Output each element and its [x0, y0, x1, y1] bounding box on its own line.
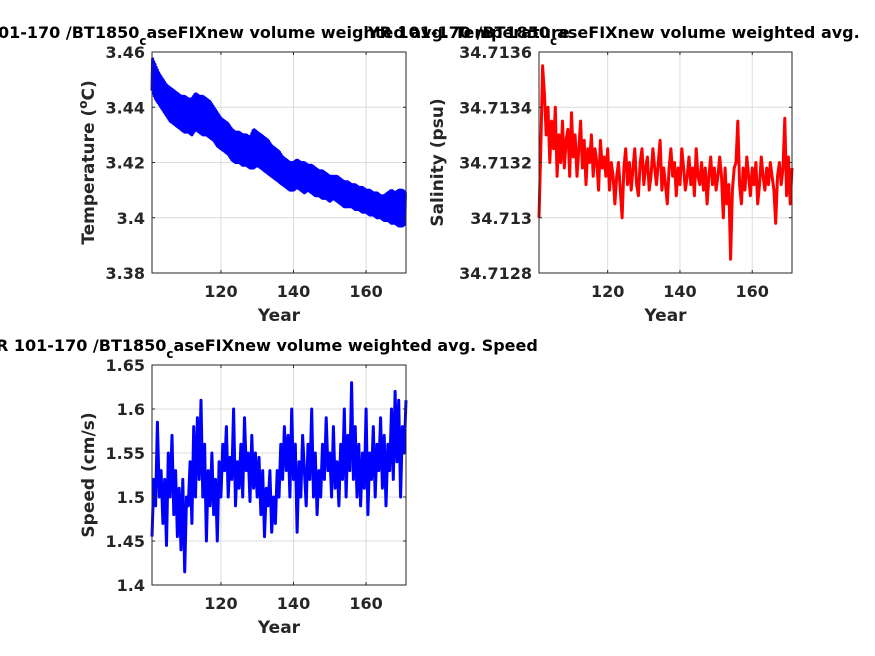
x-tick-label: 120: [591, 282, 624, 301]
temperature-axes: 120 140 160 3.38 3.4 3.42 3.44 3.46 Year Temperat…: [0, 23, 570, 326]
x-tick-label: 140: [663, 282, 696, 301]
y-tick-label: 1.6: [117, 400, 145, 419]
y-tick-label: 34.713: [470, 209, 532, 228]
x-tick-label: 140: [277, 282, 310, 301]
y-axis-label: Salinity (psu): [428, 98, 448, 226]
y-axis-label: Temperature (oC): [76, 80, 99, 244]
axes-box: [151, 364, 407, 586]
chart-title: 01-170 /BT1850caseFIXnew volume weighted…: [0, 23, 570, 48]
y-tick-label: 3.44: [106, 98, 145, 117]
y-tick-label: 1.55: [106, 444, 145, 463]
y-tick-label: 1.4: [117, 576, 145, 595]
x-axis-label: Year: [257, 618, 301, 638]
x-tick-label: 160: [736, 282, 769, 301]
chart-title: R 101-170 /BT1850caseFIXnew volume weigh…: [0, 336, 538, 361]
speed-axes: 120 140 160 1.4 1.45 1.5 1.55 1.6 1.65 Year Speed …: [0, 336, 538, 638]
series-line: [150, 381, 408, 574]
y-tick-label: 34.7128: [459, 264, 532, 283]
y-tick-label: 3.42: [106, 154, 145, 173]
salinity-axes: 120 140 160 34.7128 34.713 34.7132 34.7134 34.7…: [367, 23, 860, 326]
x-tick-label: 140: [277, 594, 310, 613]
x-axis-label: Year: [257, 306, 301, 326]
x-axis-label: Year: [643, 306, 687, 326]
x-tick-label: 160: [349, 282, 382, 301]
y-tick-label: 3.46: [106, 43, 145, 62]
y-tick-label: 34.7136: [459, 43, 532, 62]
y-tick-label: 3.4: [117, 209, 145, 228]
x-tick-label: 160: [349, 594, 382, 613]
y-tick-label: 1.65: [106, 356, 145, 375]
x-tick-label: 120: [204, 594, 237, 613]
series-line: [537, 64, 794, 261]
y-tick-label: 34.7134: [459, 98, 532, 117]
y-tick-label: 34.7132: [459, 154, 532, 173]
series-line: [150, 57, 407, 228]
y-axis-label: Speed (cm/s): [79, 412, 99, 537]
y-tick-label: 3.38: [106, 264, 145, 283]
x-tick-label: 120: [204, 282, 237, 301]
y-tick-label: 1.5: [117, 488, 145, 507]
y-tick-label: 1.45: [106, 532, 145, 551]
chart-title: YR 101-170 /BT1850caseFIXnew volume weig…: [367, 23, 860, 48]
